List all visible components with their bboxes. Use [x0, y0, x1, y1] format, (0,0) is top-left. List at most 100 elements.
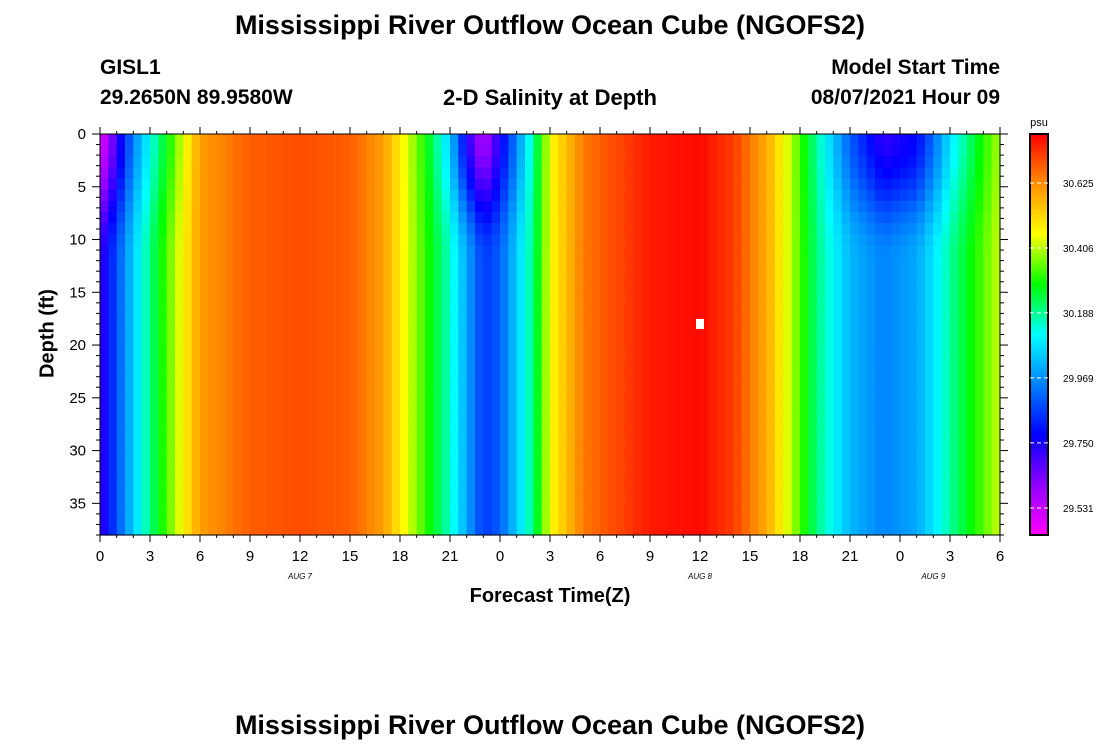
heatmap-cell [708, 457, 718, 469]
heatmap-cell [375, 167, 384, 180]
heatmap-cell [941, 234, 951, 246]
heatmap-cell [966, 479, 976, 492]
heatmap-cell [266, 457, 276, 469]
heatmap-cell [525, 434, 534, 447]
heatmap-cell [858, 167, 868, 180]
heatmap-cell [941, 367, 951, 380]
heatmap-cell [466, 412, 476, 425]
heatmap-cell [141, 278, 151, 291]
heatmap-cell [941, 301, 951, 313]
heatmap-cell [441, 211, 451, 224]
heatmap-cell [375, 301, 384, 313]
heatmap-cell [550, 234, 559, 246]
heatmap-cell [325, 501, 334, 514]
heatmap-cell [916, 423, 926, 436]
heatmap-cell [600, 278, 609, 291]
heatmap-cell [916, 178, 926, 191]
heatmap-cell [741, 245, 751, 258]
heatmap-cell [633, 145, 643, 157]
heatmap-cell [850, 434, 859, 447]
heatmap-cell [158, 256, 168, 269]
heatmap-cell [591, 490, 601, 503]
heatmap-cell [308, 423, 318, 436]
heatmap-cell [141, 223, 151, 235]
heatmap-cell [641, 479, 651, 492]
x-tick-label: 18 [792, 548, 809, 565]
heatmap-cell [716, 423, 726, 436]
heatmap-cell [583, 390, 593, 402]
heatmap-cell [683, 401, 693, 414]
heatmap-cell [675, 434, 684, 447]
heatmap-cell [783, 412, 793, 425]
heatmap-cell [691, 189, 701, 202]
heatmap-cell [716, 211, 726, 224]
heatmap-cell [925, 367, 934, 380]
heatmap-cell [800, 401, 809, 414]
heatmap-cell [333, 390, 343, 402]
heatmap-cell [316, 412, 326, 425]
heatmap-cell [766, 501, 776, 514]
heatmap-cell [475, 390, 484, 402]
heatmap-cell [183, 323, 193, 336]
heatmap-cell [608, 501, 618, 514]
heatmap-cell [900, 401, 909, 414]
heatmap-cell [275, 479, 284, 492]
heatmap-cell [591, 434, 601, 447]
heatmap-cell [966, 200, 976, 213]
heatmap-cell [725, 345, 734, 358]
heatmap-cell [900, 134, 909, 146]
heatmap-cell [791, 501, 801, 514]
heatmap-cell [716, 267, 726, 280]
heatmap-cell [700, 167, 709, 180]
heatmap-cell [341, 289, 351, 302]
heatmap-cell [633, 401, 643, 414]
heatmap-cell [258, 434, 268, 447]
heatmap-cell [650, 134, 659, 146]
heatmap-cell [441, 234, 451, 246]
heatmap-cell [166, 490, 176, 503]
heatmap-cell [825, 278, 834, 291]
heatmap-cell [491, 301, 501, 313]
heatmap-cell [183, 156, 193, 169]
heatmap-cell [625, 445, 634, 458]
heatmap-cell [350, 301, 359, 313]
heatmap-cell [591, 145, 601, 157]
heatmap-cell [258, 323, 268, 336]
heatmap-cell [550, 523, 559, 536]
heatmap-cell [558, 457, 568, 469]
heatmap-cell [733, 167, 743, 180]
heatmap-cell [150, 234, 159, 246]
heatmap-cell [783, 145, 793, 157]
heatmap-cell [366, 501, 376, 514]
heatmap-cell [700, 401, 709, 414]
heatmap-cell [741, 423, 751, 436]
heatmap-cell [258, 490, 268, 503]
heatmap-cell [675, 323, 684, 336]
heatmap-cell [541, 256, 551, 269]
heatmap-cell [616, 211, 626, 224]
heatmap-cell [725, 312, 734, 324]
heatmap-cell [308, 145, 318, 157]
heatmap-cell [208, 523, 218, 536]
heatmap-cell [958, 234, 968, 246]
heatmap-cell [708, 256, 718, 269]
heatmap-cell [133, 345, 143, 358]
heatmap-cell [750, 457, 759, 469]
heatmap-cell [341, 379, 351, 391]
heatmap-cell [775, 345, 784, 358]
heatmap-cell [108, 490, 118, 503]
heatmap-cell [950, 379, 959, 391]
heatmap-cell [575, 178, 584, 191]
heatmap-cell [125, 490, 134, 503]
heatmap-cell [441, 178, 451, 191]
heatmap-cell [891, 301, 901, 313]
heatmap-cell [525, 323, 534, 336]
heatmap-cell [141, 401, 151, 414]
heatmap-cell [100, 501, 109, 514]
heatmap-cell [866, 367, 876, 380]
heatmap-cell [258, 234, 268, 246]
heatmap-cell [633, 412, 643, 425]
heatmap-cell [850, 323, 859, 336]
heatmap-cell [975, 501, 984, 514]
